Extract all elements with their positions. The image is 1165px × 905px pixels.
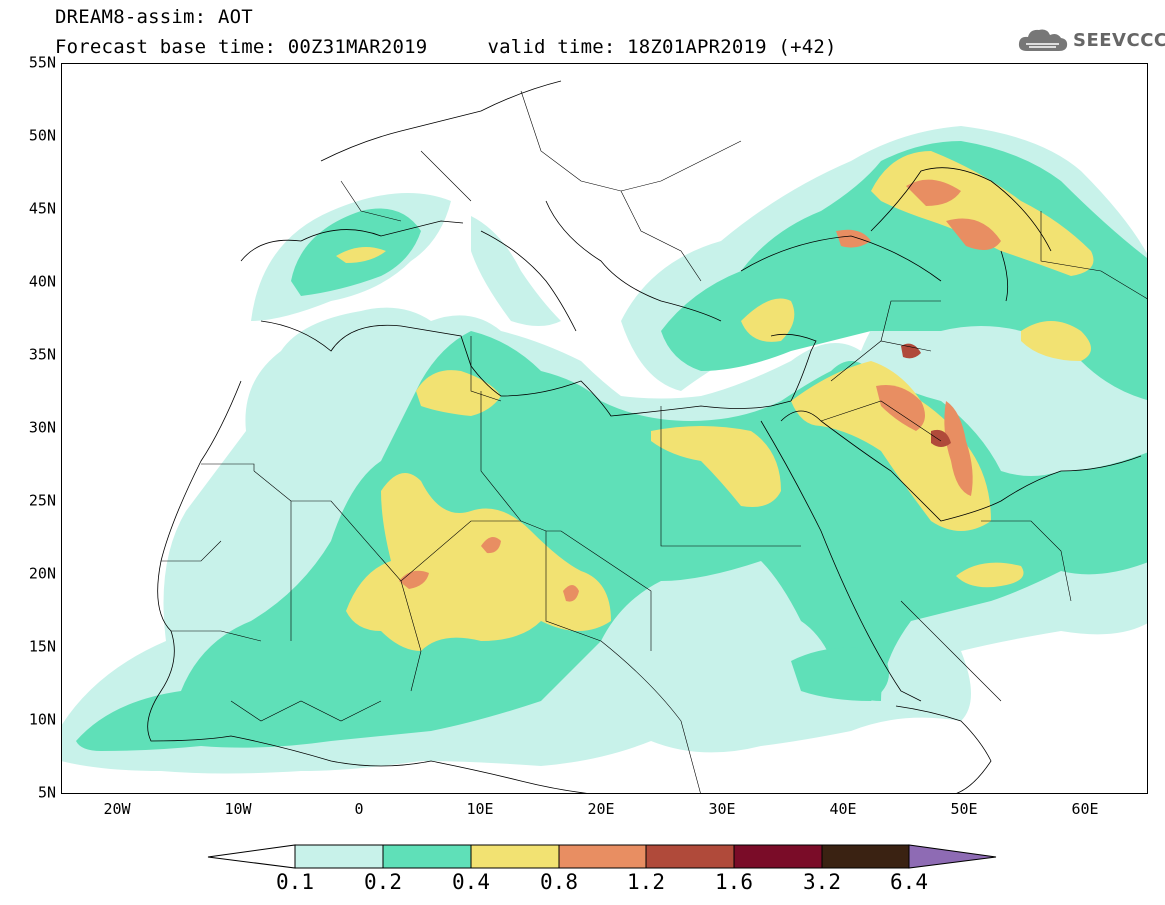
colorbar-bin-5 — [733, 844, 823, 869]
valid-time: valid time: 18Z01APR2019 (+42) — [487, 36, 837, 58]
lon-label-50e: 50E — [950, 800, 978, 818]
colorbar-label-6: 3.2 — [803, 870, 841, 894]
colorbar-bin-0 — [294, 844, 384, 869]
cloud-icon — [1018, 29, 1068, 51]
lat-label-10n: 10N — [28, 710, 56, 729]
lon-label-10w: 10W — [224, 800, 252, 818]
colorbar-bin-2 — [470, 844, 560, 869]
colorbar — [207, 844, 997, 869]
lat-label-40n: 40N — [28, 272, 56, 291]
lat-label-25n: 25N — [28, 491, 56, 510]
lat-label-15n: 15N — [28, 637, 56, 656]
colorbar-label-0: 0.1 — [276, 870, 314, 894]
map-subtitle: Forecast base time: 00Z31MAR2019 valid t… — [55, 37, 837, 57]
map-canvas — [62, 80, 1147, 793]
colorbar-bin-4 — [645, 844, 735, 869]
lon-label-30e: 30E — [708, 800, 736, 818]
lat-label-45n: 45N — [28, 199, 56, 218]
colorbar-bin-1 — [382, 844, 472, 869]
colorbar-label-2: 0.4 — [452, 870, 490, 894]
coastlines — [147, 80, 1142, 793]
aot-level-1.2 — [901, 343, 951, 447]
lon-label-40e: 40E — [829, 800, 857, 818]
country-borders — [161, 90, 1147, 793]
lon-label-0: 0 — [354, 800, 364, 818]
logo-text: SEEVCCC — [1073, 29, 1165, 51]
colorbar-label-3: 0.8 — [540, 870, 578, 894]
lat-label-20n: 20N — [28, 564, 56, 583]
colorbar-under-arrow — [207, 844, 296, 869]
lon-label-60e: 60E — [1071, 800, 1099, 818]
aot-map — [61, 63, 1148, 794]
lat-label-55n: 55N — [28, 53, 56, 72]
map-title: DREAM8-assim: AOT — [55, 6, 253, 28]
forecast-base-time: Forecast base time: 00Z31MAR2019 — [55, 36, 428, 58]
colorbar-label-7: 6.4 — [890, 870, 928, 894]
lat-label-30n: 30N — [28, 418, 56, 437]
colorbar-over-arrow — [908, 844, 997, 869]
aot-level-0.4 — [336, 151, 1094, 651]
lat-label-5n: 5N — [37, 783, 56, 802]
seevccc-logo: SEEVCCC — [1017, 26, 1165, 54]
colorbar-bin-6 — [821, 844, 910, 869]
lon-label-20e: 20E — [587, 800, 615, 818]
lat-label-35n: 35N — [28, 345, 56, 364]
colorbar-label-5: 1.6 — [715, 870, 753, 894]
aot-level-0.8 — [399, 179, 1001, 602]
colorbar-label-4: 1.2 — [627, 870, 665, 894]
colorbar-label-1: 0.2 — [364, 870, 402, 894]
lon-label-20w: 20W — [103, 800, 131, 818]
colorbar-bin-3 — [558, 844, 647, 869]
lon-label-10e: 10E — [466, 800, 494, 818]
lat-label-50n: 50N — [28, 126, 56, 145]
